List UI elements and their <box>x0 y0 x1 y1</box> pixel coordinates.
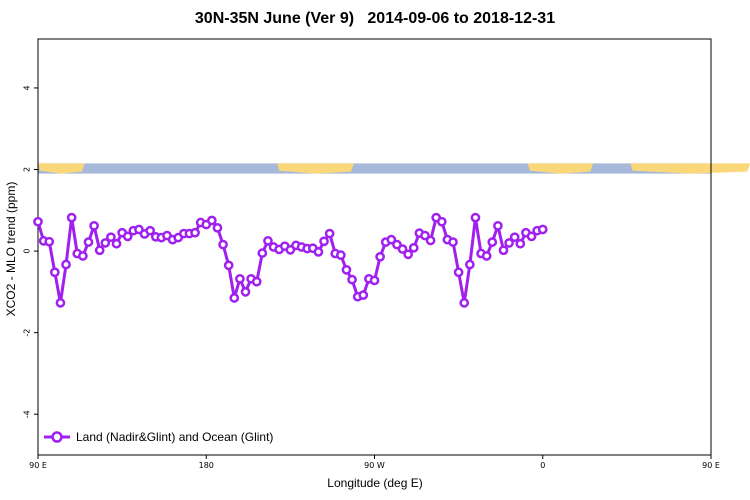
data-point <box>263 236 273 246</box>
data-point <box>319 236 329 247</box>
data-point <box>537 224 548 235</box>
data-point <box>369 275 380 286</box>
data-point <box>509 232 520 243</box>
data-point <box>403 249 413 260</box>
data-point <box>240 287 251 297</box>
y-tick-label: 4 <box>23 85 32 90</box>
data-point <box>78 251 88 261</box>
y-tick-label: 0 <box>23 249 32 254</box>
y-tick-label: 2 <box>23 167 32 172</box>
data-point <box>33 216 43 227</box>
data-point <box>94 245 105 256</box>
data-point <box>89 220 99 231</box>
data-point <box>49 267 60 278</box>
land-segment <box>38 163 85 174</box>
data-point <box>207 215 217 226</box>
data-point <box>100 238 111 248</box>
x-tick-label: 180 <box>199 461 214 470</box>
data-point <box>481 251 492 261</box>
y-tick-label: -4 <box>23 410 32 418</box>
data-point <box>470 212 481 223</box>
ocean-band <box>38 163 711 174</box>
data-point <box>106 232 116 243</box>
data-point <box>341 264 352 275</box>
legend: Land (Nadir&Glint) and Ocean (Glint) <box>44 430 273 444</box>
y-tick-label: -2 <box>23 329 32 337</box>
data-point <box>459 298 470 308</box>
data-point <box>453 267 464 278</box>
data-point <box>448 237 458 247</box>
data-point <box>324 228 335 239</box>
land-sea-strip <box>38 163 750 174</box>
y-axis: -4 -2 0 2 4 <box>23 85 38 418</box>
series-layer <box>33 212 548 308</box>
data-point <box>190 227 200 238</box>
data-point <box>515 238 526 249</box>
data-point <box>251 276 262 287</box>
data-point <box>425 235 436 246</box>
data-point <box>145 225 156 236</box>
data-point <box>386 234 397 245</box>
x-tick-label: 90 W <box>364 461 385 470</box>
legend-marker <box>51 431 63 443</box>
data-point <box>498 245 509 256</box>
land-segment <box>277 163 354 174</box>
data-point <box>436 216 447 227</box>
data-point <box>61 259 71 270</box>
x-axis-label: Longitude (deg E) <box>327 476 423 490</box>
data-point <box>375 251 385 262</box>
data-point <box>397 244 408 254</box>
data-point <box>493 220 503 231</box>
data-point <box>420 230 430 241</box>
data-point <box>111 238 122 249</box>
x-tick-label: 0 <box>540 461 545 470</box>
x-tick-label: 90 E <box>702 461 720 470</box>
data-point <box>336 250 346 261</box>
data-point <box>83 237 94 247</box>
data-point <box>313 247 324 257</box>
data-point <box>358 290 369 300</box>
chart-title: 30N-35N June (Ver 9) 2014-09-06 to 2018-… <box>194 10 556 27</box>
data-point <box>504 238 514 248</box>
data-point <box>44 236 55 247</box>
data-point <box>223 260 234 271</box>
data-point <box>408 242 419 253</box>
x-axis: 90 E 180 90 W 0 90 E <box>29 455 720 470</box>
data-point <box>235 273 245 284</box>
series-line <box>36 216 544 305</box>
land-segment <box>630 163 750 174</box>
data-point <box>218 239 228 250</box>
data-point <box>66 212 77 223</box>
data-point <box>526 231 537 242</box>
data-point <box>487 237 498 247</box>
plot-frame <box>37 38 712 456</box>
data-point <box>257 248 268 258</box>
legend-label: Land (Nadir&Glint) and Ocean (Glint) <box>76 430 273 444</box>
data-point <box>229 293 240 303</box>
data-point <box>464 259 475 270</box>
land-segment <box>527 163 594 174</box>
x-tick-label: 90 E <box>29 461 47 470</box>
data-point <box>122 231 133 242</box>
data-point <box>55 298 66 308</box>
data-point <box>347 274 357 285</box>
data-point <box>212 222 223 233</box>
